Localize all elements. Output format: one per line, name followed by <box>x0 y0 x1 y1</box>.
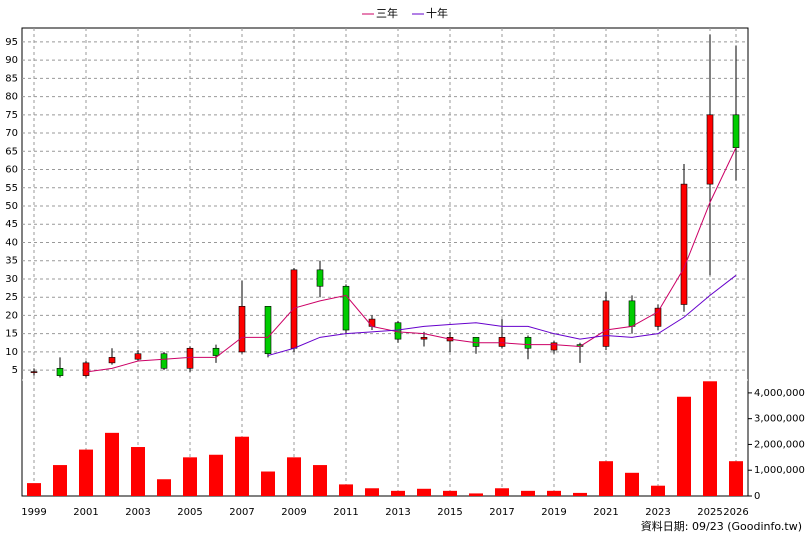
volume-bar <box>157 479 171 496</box>
candle-body <box>134 353 142 360</box>
x-tick-label: 2026 <box>723 507 748 518</box>
x-tick-label: 2023 <box>645 507 670 518</box>
candle-body <box>628 300 636 327</box>
y-tick-label: 90 <box>5 55 18 66</box>
volume-bar <box>339 484 353 496</box>
x-tick-label: 2007 <box>229 507 254 518</box>
y2-tick-label: 4,000,000 <box>754 388 805 399</box>
volume-bar <box>209 454 223 496</box>
x-tick-label: 2005 <box>177 507 202 518</box>
volume-bar <box>573 492 587 496</box>
x-tick-label: 2025 <box>697 507 722 518</box>
y-tick-label: 5 <box>12 365 18 376</box>
y-tick-label: 55 <box>5 183 18 194</box>
candle-body <box>550 342 558 351</box>
moving-average-line <box>267 274 737 357</box>
y-tick-label: 45 <box>5 219 18 230</box>
candle-body <box>160 353 168 369</box>
y-tick-label: 25 <box>5 292 18 303</box>
candle-body <box>524 337 532 349</box>
candle-body <box>30 371 38 373</box>
candle-body <box>212 347 220 356</box>
candle-body <box>108 357 116 364</box>
y2-tick-label: 3,000,000 <box>754 414 805 425</box>
y-tick-label: 80 <box>5 92 18 103</box>
volume-bar <box>313 465 327 496</box>
volume-bar <box>703 381 717 496</box>
x-tick-label: 2017 <box>489 507 514 518</box>
candle-body <box>732 114 740 148</box>
volume-bar <box>417 488 431 496</box>
candle-body <box>602 300 610 347</box>
legend-label: 十年 <box>426 6 448 20</box>
volume-bar <box>391 490 405 496</box>
volume-bar <box>235 436 249 496</box>
candle-body <box>264 306 272 355</box>
y2-tick-label: 1,000,000 <box>754 465 805 476</box>
candle-body <box>420 337 428 340</box>
x-tick-label: 2015 <box>437 507 462 518</box>
volume-bar <box>547 490 561 496</box>
volume-bar <box>677 396 691 496</box>
volume-bar <box>729 461 743 496</box>
y-tick-label: 30 <box>5 274 18 285</box>
candle-body <box>342 285 350 331</box>
x-tick-label: 2011 <box>333 507 358 518</box>
candle-body <box>654 307 662 327</box>
y-tick-label: 20 <box>5 310 18 321</box>
y-tick-label: 65 <box>5 146 18 157</box>
candle-body <box>472 337 480 347</box>
x-tick-label: 2013 <box>385 507 410 518</box>
candle-body <box>290 269 298 349</box>
y-tick-label: 35 <box>5 256 18 267</box>
volume-bar <box>27 483 41 496</box>
x-tick-label: 2009 <box>281 507 306 518</box>
candle-body <box>316 269 324 287</box>
moving-average-line <box>85 147 737 373</box>
volume-bar <box>131 447 145 496</box>
x-tick-label: 2003 <box>125 507 150 518</box>
volume-bar <box>79 449 93 496</box>
y-tick-label: 40 <box>5 237 18 248</box>
x-tick-label: 1999 <box>21 507 46 518</box>
volume-bar <box>625 472 639 496</box>
volume-bar <box>651 485 665 496</box>
plot-frame <box>21 27 749 497</box>
y-tick-label: 10 <box>5 347 18 358</box>
y-tick-label: 75 <box>5 110 18 121</box>
candle-body <box>82 362 90 376</box>
y-tick-label: 70 <box>5 128 18 139</box>
x-tick-label: 2019 <box>541 507 566 518</box>
y-tick-label: 95 <box>5 37 18 48</box>
legend-label: 三年 <box>376 6 398 20</box>
x-tick-label: 2021 <box>593 507 618 518</box>
volume-bar <box>521 490 535 496</box>
volume-bar <box>443 490 457 496</box>
candle-body <box>680 183 688 305</box>
volume-bar <box>469 493 483 496</box>
y2-tick-label: 0 <box>754 491 760 502</box>
candle-body <box>498 337 506 347</box>
footnote: 資料日期: 09/23 (Goodinfo.tw) <box>641 519 802 533</box>
volume-bar <box>53 465 67 496</box>
y-tick-label: 50 <box>5 201 18 212</box>
volume-bar <box>183 457 197 496</box>
y-tick-label: 60 <box>5 165 18 176</box>
volume-bar <box>261 471 275 496</box>
candle-body <box>368 318 376 327</box>
candle-body <box>56 368 64 376</box>
candle-body <box>238 306 246 353</box>
volume-bar <box>365 488 379 496</box>
y-tick-label: 85 <box>5 73 18 84</box>
volume-bar <box>105 432 119 496</box>
y2-tick-label: 2,000,000 <box>754 439 805 450</box>
x-tick-label: 2001 <box>73 507 98 518</box>
y-tick-label: 15 <box>5 329 18 340</box>
volume-bar <box>495 488 509 496</box>
candle-body <box>706 114 714 185</box>
volume-bar <box>599 461 613 496</box>
volume-bar <box>287 457 301 496</box>
candle-body <box>186 347 194 369</box>
